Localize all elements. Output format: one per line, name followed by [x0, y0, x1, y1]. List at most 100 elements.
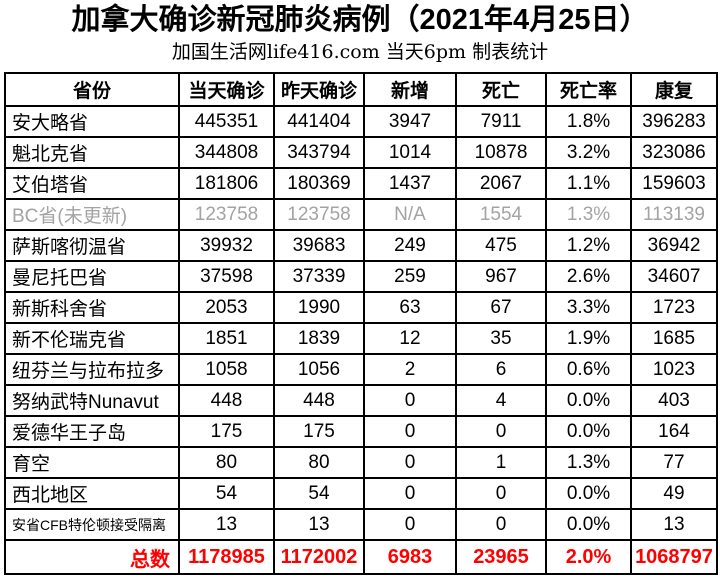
new-cases-cell: 249 — [363, 229, 457, 262]
table-row: 新不伦瑞克省 1851 1839 12 35 1.9% 1685 — [4, 322, 718, 355]
today-confirmed-cell: 37598 — [178, 260, 275, 293]
deaths-cell: 0 — [455, 508, 547, 541]
yesterday-confirmed-cell: 343794 — [273, 136, 365, 169]
province-cell: 爱德华王子岛 — [4, 415, 180, 448]
table-row: 纽芬兰与拉布拉多 1058 1056 2 6 0.6% 1023 — [4, 353, 718, 386]
table-header-row: 省份 当天确诊 昨天确诊 新增 死亡 死亡率 康复 — [4, 72, 718, 107]
province-cell: 萨斯喀彻温省 — [4, 229, 180, 262]
header-cell-death-rate: 死亡率 — [545, 72, 632, 107]
total-label-cell: 总数 — [4, 539, 180, 575]
table-row: 曼尼托巴省 37598 37339 259 967 2.6% 34607 — [4, 260, 718, 293]
table-row: 努纳武特Nunavut 448 448 0 4 0.0% 403 — [4, 384, 718, 417]
yesterday-confirmed-cell: 1056 — [273, 353, 365, 386]
yesterday-confirmed-cell: 441404 — [273, 105, 365, 138]
yesterday-confirmed-cell: 80 — [273, 446, 365, 479]
new-cases-cell: 1014 — [363, 136, 457, 169]
recovered-cell: 36942 — [630, 229, 718, 262]
death-rate-cell: 3.2% — [545, 136, 632, 169]
total-yesterday-confirmed-cell: 1172002 — [273, 539, 365, 575]
recovered-cell: 13 — [630, 508, 718, 541]
recovered-cell: 34607 — [630, 260, 718, 293]
province-cell: 纽芬兰与拉布拉多 — [4, 353, 180, 386]
yesterday-confirmed-cell: 448 — [273, 384, 365, 417]
recovered-cell: 159603 — [630, 167, 718, 200]
today-confirmed-cell: 445351 — [178, 105, 275, 138]
new-cases-cell: 63 — [363, 291, 457, 324]
recovered-cell: 323086 — [630, 136, 718, 169]
table-row: 安省CFB特伦顿接受隔离 13 13 0 0 0.0% 13 — [4, 508, 718, 541]
table-row: BC省(未更新) 123758 123758 N/A 1554 1.3% 113139 — [4, 198, 718, 231]
header-cell-today-confirmed: 当天确诊 — [178, 72, 275, 107]
today-confirmed-cell: 1058 — [178, 353, 275, 386]
province-cell: 育空 — [4, 446, 180, 479]
total-death-rate-cell: 2.0% — [545, 539, 632, 575]
province-cell: 艾伯塔省 — [4, 167, 180, 200]
recovered-cell: 77 — [630, 446, 718, 479]
province-cell: BC省(未更新) — [4, 198, 180, 231]
yesterday-confirmed-cell: 54 — [273, 477, 365, 510]
recovered-cell: 403 — [630, 384, 718, 417]
recovered-cell: 113139 — [630, 198, 718, 231]
table-row: 艾伯塔省 181806 180369 1437 2067 1.1% 159603 — [4, 167, 718, 200]
recovered-cell: 1685 — [630, 322, 718, 355]
deaths-cell: 2067 — [455, 167, 547, 200]
deaths-cell: 0 — [455, 415, 547, 448]
province-cell: 西北地区 — [4, 477, 180, 510]
covid-stats-table: 省份 当天确诊 昨天确诊 新增 死亡 死亡率 康复 安大略省 445351 441404 3947… — [4, 72, 718, 575]
recovered-cell: 1023 — [630, 353, 718, 386]
today-confirmed-cell: 1851 — [178, 322, 275, 355]
yesterday-confirmed-cell: 37339 — [273, 260, 365, 293]
province-cell: 新斯科舍省 — [4, 291, 180, 324]
new-cases-cell: 0 — [363, 477, 457, 510]
province-cell: 安省CFB特伦顿接受隔离 — [4, 508, 180, 541]
page-title: 加拿大确诊新冠肺炎病例（2021年4月25日） — [71, 4, 649, 36]
today-confirmed-cell: 448 — [178, 384, 275, 417]
province-cell: 魁北克省 — [4, 136, 180, 169]
yesterday-confirmed-cell: 13 — [273, 508, 365, 541]
deaths-cell: 35 — [455, 322, 547, 355]
header-cell-deaths: 死亡 — [455, 72, 547, 107]
new-cases-cell: 0 — [363, 384, 457, 417]
deaths-cell: 1 — [455, 446, 547, 479]
today-confirmed-cell: 344808 — [178, 136, 275, 169]
death-rate-cell: 0.6% — [545, 353, 632, 386]
total-recovered-cell: 1068797 — [630, 539, 718, 575]
province-cell: 努纳武特Nunavut — [4, 384, 180, 417]
province-cell: 曼尼托巴省 — [4, 260, 180, 293]
table-row: 魁北克省 344808 343794 1014 10878 3.2% 323086 — [4, 136, 718, 169]
recovered-cell: 49 — [630, 477, 718, 510]
death-rate-cell: 0.0% — [545, 415, 632, 448]
deaths-cell: 67 — [455, 291, 547, 324]
death-rate-cell: 1.1% — [545, 167, 632, 200]
new-cases-cell: N/A — [363, 198, 457, 231]
province-cell: 新不伦瑞克省 — [4, 322, 180, 355]
recovered-cell: 164 — [630, 415, 718, 448]
recovered-cell: 1723 — [630, 291, 718, 324]
death-rate-cell: 1.8% — [545, 105, 632, 138]
yesterday-confirmed-cell: 1990 — [273, 291, 365, 324]
header-cell-recovered: 康复 — [630, 72, 718, 107]
total-deaths-cell: 23965 — [455, 539, 547, 575]
today-confirmed-cell: 175 — [178, 415, 275, 448]
total-today-confirmed-cell: 1178985 — [178, 539, 275, 575]
deaths-cell: 967 — [455, 260, 547, 293]
recovered-cell: 396283 — [630, 105, 718, 138]
death-rate-cell: 1.3% — [545, 198, 632, 231]
new-cases-cell: 259 — [363, 260, 457, 293]
today-confirmed-cell: 181806 — [178, 167, 275, 200]
deaths-cell: 10878 — [455, 136, 547, 169]
table-row: 萨斯喀彻温省 39932 39683 249 475 1.2% 36942 — [4, 229, 718, 262]
table-row: 育空 80 80 0 1 1.3% 77 — [4, 446, 718, 479]
death-rate-cell: 3.3% — [545, 291, 632, 324]
death-rate-cell: 0.0% — [545, 508, 632, 541]
death-rate-cell: 1.2% — [545, 229, 632, 262]
yesterday-confirmed-cell: 39683 — [273, 229, 365, 262]
deaths-cell: 475 — [455, 229, 547, 262]
deaths-cell: 1554 — [455, 198, 547, 231]
yesterday-confirmed-cell: 1839 — [273, 322, 365, 355]
today-confirmed-cell: 39932 — [178, 229, 275, 262]
yesterday-confirmed-cell: 180369 — [273, 167, 365, 200]
death-rate-cell: 1.3% — [545, 446, 632, 479]
deaths-cell: 7911 — [455, 105, 547, 138]
